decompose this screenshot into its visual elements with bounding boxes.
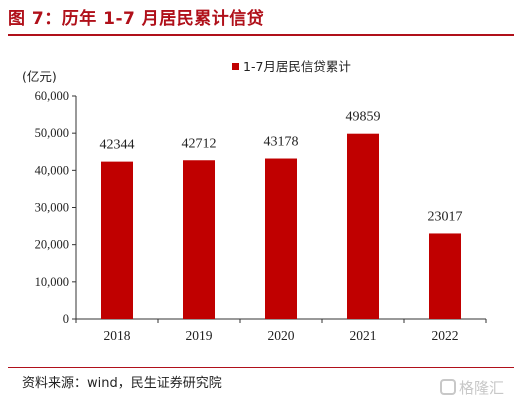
- x-tick-label-2018: 2018: [104, 328, 131, 343]
- y-tick-label: 60,000: [35, 89, 69, 103]
- bars: 42344 42712 43178 49859 23017: [100, 110, 463, 319]
- data-label-2021: 49859: [346, 110, 381, 125]
- bar-chart: (亿元) 1-7月居民信贷累计 0 10,000 20,000 30,000 40,00…: [22, 59, 487, 343]
- figure-title: 图 7：历年 1-7 月居民累计信贷: [8, 9, 265, 29]
- bar-2021: [347, 133, 379, 319]
- data-label-2018: 42344: [100, 138, 135, 153]
- bar-2022: [429, 233, 461, 319]
- x-tick-label-2021: 2021: [350, 328, 377, 343]
- legend-label: 1-7月居民信贷累计: [243, 59, 351, 74]
- x-tick-label-2022: 2022: [432, 328, 459, 343]
- axes: 0 10,000 20,000 30,000 40,000 50,000 60,000 201…: [35, 89, 487, 343]
- watermark-text: 格隆汇: [459, 378, 505, 397]
- y-tick-label: 40,000: [35, 163, 69, 177]
- watermark-icon: [440, 379, 456, 395]
- y-tick-label: 30,000: [35, 201, 69, 215]
- y-tick-label: 10,000: [35, 275, 69, 289]
- y-axis-label: (亿元): [22, 69, 57, 84]
- x-tick-label-2019: 2019: [186, 328, 213, 343]
- legend-swatch: [232, 63, 239, 70]
- data-label-2019: 42712: [182, 136, 217, 151]
- watermark-logo: 格隆汇: [440, 376, 518, 398]
- y-tick-label: 50,000: [35, 126, 69, 140]
- source-note: 资料来源：wind，民生证券研究院: [22, 376, 222, 391]
- legend: 1-7月居民信贷累计: [232, 59, 351, 74]
- bar-2020: [265, 158, 297, 319]
- title-divider: [8, 34, 514, 36]
- x-tick-label-2020: 2020: [268, 328, 295, 343]
- bar-2019: [183, 160, 215, 319]
- data-label-2020: 43178: [264, 135, 299, 150]
- bar-2018: [101, 161, 133, 319]
- footer-divider: [8, 367, 514, 368]
- y-tick-label: 0: [63, 312, 69, 326]
- data-label-2022: 23017: [428, 209, 463, 224]
- y-tick-label: 20,000: [35, 238, 69, 252]
